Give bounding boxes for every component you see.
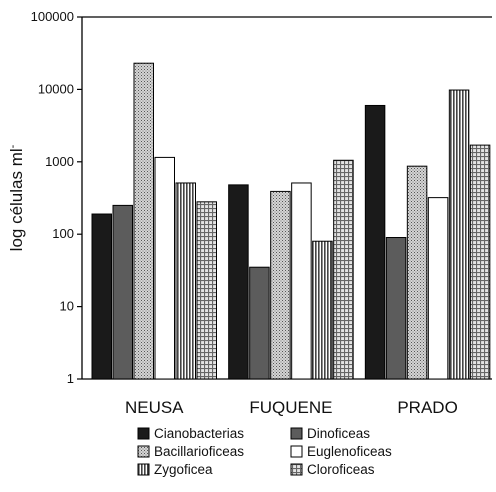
bar-prado-euglenoficeas (427, 197, 449, 380)
bar-fuquene-dinoficeas (249, 266, 270, 380)
legend-label: Euglenoficeas (307, 444, 392, 459)
bar-fuquene-zygoficea (312, 240, 333, 380)
bar-neusa-euglenoficeas (154, 156, 175, 380)
bar-prado-zygoficea (448, 89, 470, 380)
legend-label: Cloroficeas (307, 462, 375, 477)
legend-swatch (137, 445, 150, 458)
y-tick-label: 10 (60, 299, 74, 314)
legend-swatch (137, 463, 150, 476)
bar-fuquene-euglenoficeas (291, 182, 312, 380)
bar-neusa-zygoficea (175, 182, 196, 380)
bar-prado-bacillarioficeas (406, 165, 428, 380)
legend-label: Cianobacterias (154, 426, 244, 441)
x-category-label: NEUSA (125, 398, 184, 417)
x-category-label: FUQUENE (249, 398, 332, 417)
y-axis-label: log células ml- (7, 144, 26, 251)
x-category-label: PRADO (397, 398, 457, 417)
legend-swatch (290, 445, 303, 458)
legend-swatch (290, 427, 303, 440)
y-tick-label: 100000 (31, 9, 74, 24)
bar-fuquene-cloroficeas (333, 159, 354, 380)
bar-fuquene-cianobacterias (228, 184, 249, 380)
y-tick-label: 1 (67, 371, 74, 386)
bars (91, 62, 491, 380)
bar-neusa-cianobacterias (91, 213, 112, 380)
legend-label: Zygoficea (154, 462, 213, 477)
y-tick-label: 100 (52, 226, 74, 241)
legend-label: Bacillarioficeas (154, 444, 244, 459)
bar-neusa-bacillarioficeas (133, 62, 154, 380)
bar-fuquene-bacillarioficeas (270, 190, 291, 380)
y-tick-label: 1000 (45, 154, 74, 169)
legend-swatch (137, 427, 150, 440)
bar-prado-cloroficeas (469, 144, 491, 380)
axes: 1 10 100 1000 10000 100000 log células ml- NEUS… (7, 9, 492, 417)
legend-swatch (290, 463, 303, 476)
bar-neusa-dinoficeas (112, 204, 133, 380)
y-tick-label: 10000 (38, 81, 74, 96)
legend-label: Dinoficeas (307, 426, 370, 441)
bar-prado-cianobacterias (364, 104, 386, 380)
bar-prado-dinoficeas (385, 237, 407, 380)
legend: Cianobacterias Dinoficeas Bacillarioficeas… (137, 426, 392, 477)
bar-neusa-cloroficeas (196, 201, 217, 380)
